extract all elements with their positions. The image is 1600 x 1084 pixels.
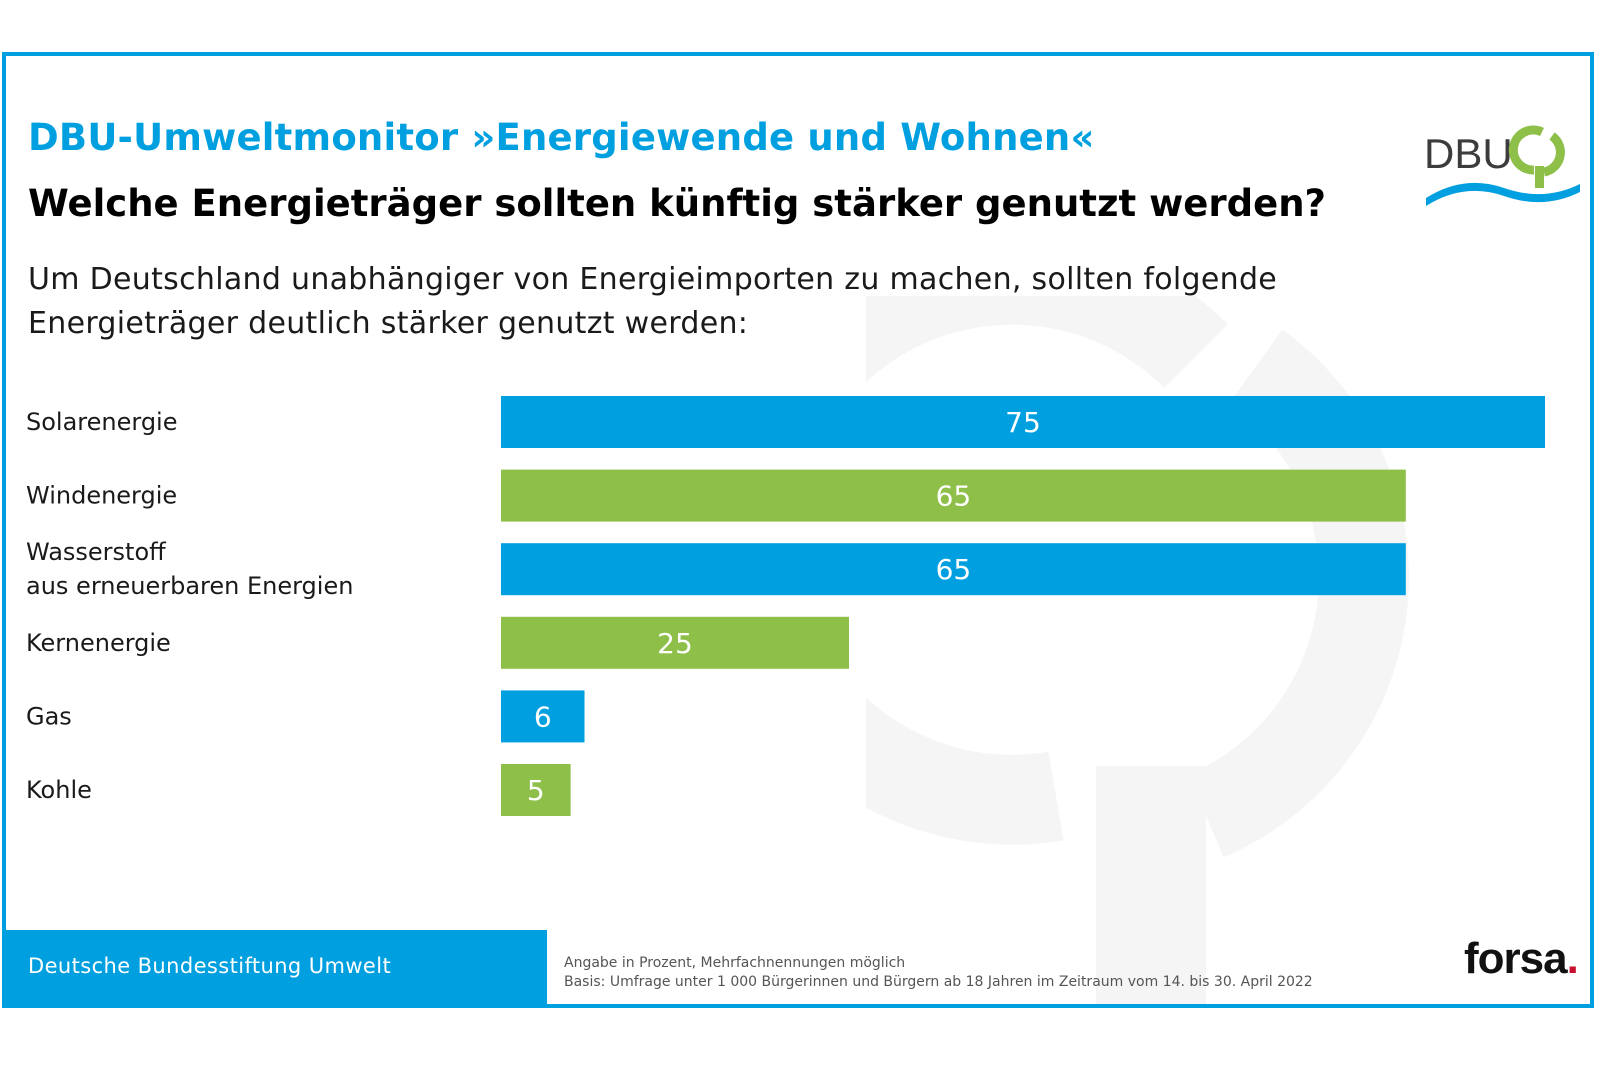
- dbu-logo-text: DBU: [1424, 130, 1513, 177]
- bar-0: [501, 396, 1545, 448]
- footnote: Angabe in Prozent, Mehrfachnennungen mög…: [564, 954, 1313, 992]
- dbu-tree-icon: [1508, 125, 1565, 188]
- bar-value-label: 25: [657, 627, 693, 660]
- bar-value-label: 75: [1005, 406, 1041, 439]
- bar-4: [501, 690, 585, 743]
- category-label: Wasserstoff aus erneuerbaren Energien: [26, 538, 353, 600]
- survey-kicker: DBU-Umweltmonitor »Energiewende und Wohn…: [28, 116, 1095, 159]
- forsa-logo-dot: .: [1566, 934, 1579, 983]
- bar-value-label: 5: [527, 774, 545, 807]
- category-label: Kohle: [26, 776, 92, 804]
- bar-1: [501, 469, 1406, 522]
- bar-3: [501, 616, 849, 669]
- footer-organization: Deutsche Bundesstiftung Umwelt: [28, 954, 392, 978]
- question-intro: Um Deutschland unabhängiger von Energiei…: [28, 262, 1278, 341]
- forsa-logo-text: forsa: [1464, 934, 1568, 983]
- bar-chart: 75Solarenergie65Windenergie65Wasserstoff…: [26, 396, 1545, 816]
- dbu-logo: DBU: [1424, 125, 1580, 206]
- footnote-basis: Basis: Umfrage unter 1 000 Bürgerinnen u…: [564, 974, 1313, 990]
- category-label: Kernenergie: [26, 629, 171, 657]
- bar-value-label: 6: [534, 700, 552, 733]
- footer-band: Deutsche Bundesstiftung Umwelt: [6, 930, 547, 1004]
- category-label: Gas: [26, 702, 72, 730]
- forsa-logo: forsa.: [1464, 934, 1579, 984]
- category-label: Windenergie: [26, 482, 177, 510]
- dbu-wave-icon: [1426, 182, 1580, 206]
- category-label: Solarenergie: [26, 408, 178, 436]
- chart-headline: Welche Energieträger sollten künftig stä…: [28, 182, 1326, 225]
- bar-value-label: 65: [936, 553, 972, 586]
- bar-value-label: 65: [936, 480, 972, 513]
- infographic-frame: DBU-Umweltmonitor »Energiewende und Wohn…: [2, 52, 1594, 1008]
- footnote-unit: Angabe in Prozent, Mehrfachnennungen mög…: [564, 955, 906, 971]
- bar-2: [501, 543, 1406, 596]
- bar-5: [501, 764, 571, 816]
